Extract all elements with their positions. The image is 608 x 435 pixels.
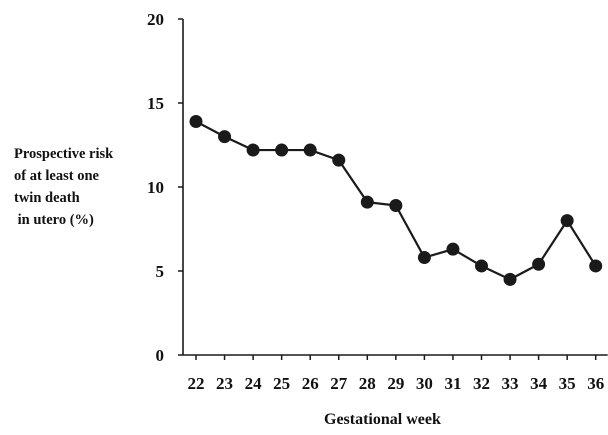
- data-point: [303, 143, 317, 157]
- y-tick-label: 20: [147, 10, 164, 29]
- data-point: [532, 257, 546, 271]
- data-point: [446, 242, 460, 256]
- data-point: [417, 251, 431, 265]
- data-point: [218, 130, 232, 144]
- x-tick-label: 33: [502, 374, 519, 393]
- data-point: [275, 143, 289, 157]
- x-tick-label: 23: [216, 374, 233, 393]
- data-point: [475, 259, 488, 273]
- data-point: [246, 143, 260, 157]
- y-tick-label: 5: [156, 262, 165, 281]
- x-axis-ticks: 22 23 24 25 26 27 28 29 30 31 32 33 34 35 36: [188, 355, 604, 393]
- x-tick-label: 34: [530, 374, 548, 393]
- y-tick-label: 10: [147, 178, 164, 197]
- chart-axes: [182, 19, 608, 356]
- y-axis-label-line: Prospective risk: [14, 146, 114, 162]
- data-point: [589, 259, 603, 273]
- x-tick-label: 24: [245, 374, 263, 393]
- x-tick-label: 28: [359, 374, 376, 393]
- data-point: [189, 114, 203, 128]
- data-point: [332, 153, 346, 167]
- data-point: [560, 214, 574, 228]
- x-tick-label: 22: [188, 374, 205, 393]
- x-tick-label: 29: [387, 374, 404, 393]
- x-tick-label: 25: [273, 374, 290, 393]
- x-tick-label: 27: [330, 374, 348, 393]
- x-tick-label: 36: [587, 374, 604, 393]
- data-point: [389, 198, 403, 212]
- series-group: [189, 114, 603, 286]
- x-axis-label: Gestational week: [324, 411, 441, 428]
- y-axis-label: Prospective risk of at least one twin de…: [14, 143, 164, 231]
- y-axis-label-line: twin death: [14, 190, 80, 206]
- x-tick-label: 32: [473, 374, 490, 393]
- x-tick-label: 26: [302, 374, 319, 393]
- data-point: [503, 272, 517, 286]
- y-axis-ticks: 0 5 10 15 20: [147, 10, 183, 365]
- x-tick-label: 31: [444, 374, 461, 393]
- y-tick-label: 0: [156, 346, 165, 365]
- data-point: [360, 195, 374, 209]
- y-axis-label-line: in utero (%): [14, 212, 94, 228]
- y-tick-label: 15: [147, 94, 164, 113]
- x-tick-label: 35: [559, 374, 576, 393]
- x-tick-label: 30: [416, 374, 433, 393]
- y-axis-label-line: of at least one: [14, 168, 99, 184]
